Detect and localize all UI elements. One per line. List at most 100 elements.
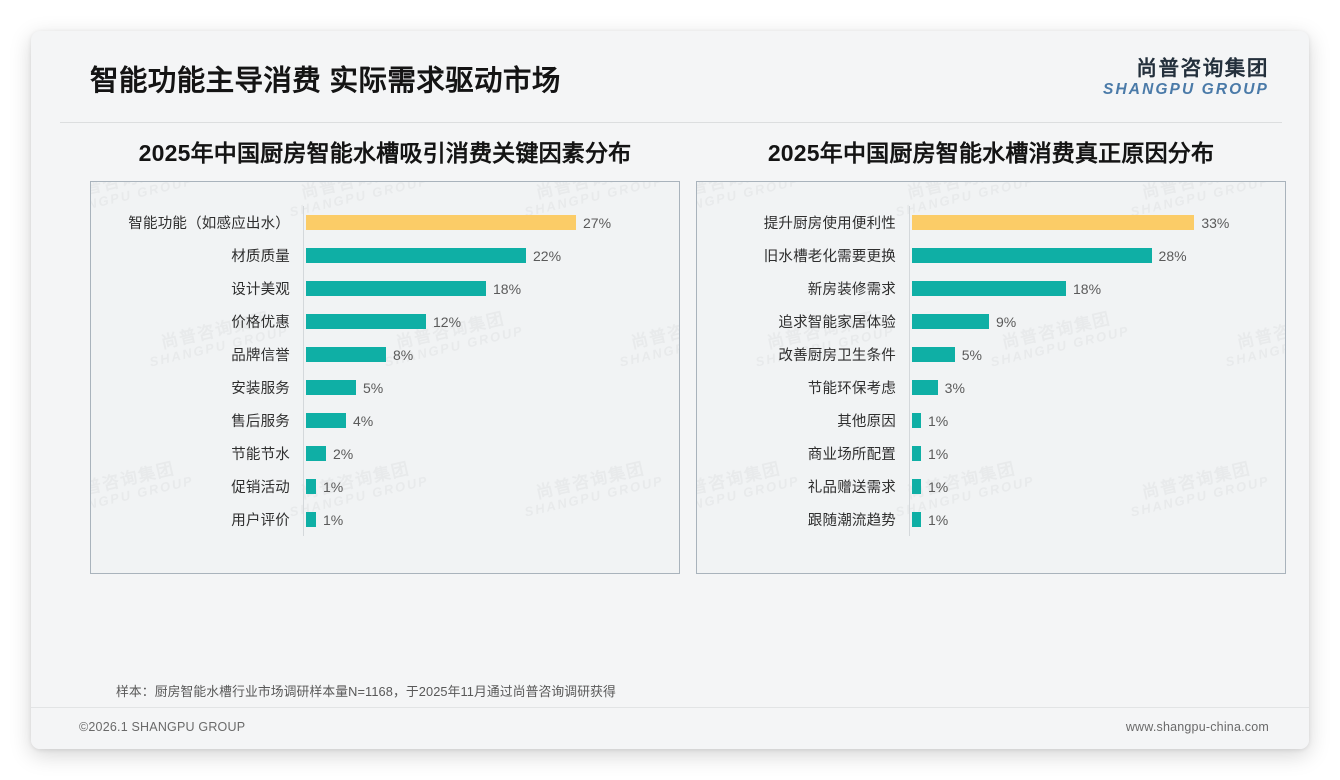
bar-category-label: 材质质量 — [231, 249, 290, 265]
bar[interactable] — [912, 413, 921, 428]
footer-divider — [31, 707, 1309, 708]
bar-value-label: 1% — [323, 511, 344, 528]
bar-category-label: 旧水槽老化需要更换 — [763, 249, 896, 265]
bar-track: 1% — [909, 470, 1285, 503]
slide-footer: ©2026.1 SHANGPU GROUP www.shangpu-china.… — [31, 708, 1309, 749]
bar-category-label: 促销活动 — [231, 480, 290, 496]
bar-row: 改善厨房卫生条件 5% — [697, 338, 1285, 371]
bar-row: 设计美观 18% — [91, 272, 679, 305]
bar-row: 新房装修需求 18% — [697, 272, 1285, 305]
bar-category-label: 商业场所配置 — [807, 447, 896, 463]
bar-track: 1% — [909, 404, 1285, 437]
bar-value-label: 2% — [333, 445, 354, 462]
bar-value-label: 8% — [393, 346, 414, 363]
bar-category-label: 用户评价 — [231, 513, 290, 529]
bar-category-label: 节能节水 — [231, 447, 290, 463]
bar-row: 礼品赠送需求 1% — [697, 470, 1285, 503]
bar-value-label: 1% — [928, 511, 949, 528]
bar-value-label: 18% — [493, 280, 522, 297]
bar-track: 3% — [909, 371, 1285, 404]
bar-track: 5% — [909, 338, 1285, 371]
bar[interactable] — [912, 446, 921, 461]
chart-title-left: 2025年中国厨房智能水槽吸引消费关键因素分布 — [138, 140, 632, 166]
bar-value-label: 22% — [533, 247, 562, 264]
bar[interactable] — [306, 347, 386, 362]
bar-value-label: 18% — [1073, 280, 1102, 297]
bar-value-label: 1% — [928, 412, 949, 429]
bar[interactable] — [912, 248, 1152, 263]
bar-row: 节能环保考虑 3% — [697, 371, 1285, 404]
bar-row: 安装服务 5% — [91, 371, 679, 404]
bar-track: 2% — [303, 437, 679, 470]
bar-value-label: 1% — [928, 445, 949, 462]
bar-track: 1% — [909, 437, 1285, 470]
bar[interactable] — [912, 512, 921, 527]
slide-header: 智能功能主导消费 实际需求驱动市场 尚普咨询集团 SHANGPU GROUP — [31, 31, 1309, 125]
logo-chinese-text: 尚普咨询集团 — [1136, 57, 1269, 80]
bar[interactable] — [306, 479, 316, 494]
bar[interactable] — [912, 347, 955, 362]
bar-value-label: 28% — [1158, 247, 1187, 264]
bar[interactable] — [912, 281, 1066, 296]
bar[interactable] — [306, 314, 426, 329]
bar[interactable] — [306, 512, 316, 527]
bar-value-label: 12% — [433, 313, 462, 330]
bar-value-label: 5% — [961, 346, 982, 363]
slide: 智能功能主导消费 实际需求驱动市场 尚普咨询集团 SHANGPU GROUP 2… — [31, 31, 1309, 749]
bar-track: 8% — [303, 338, 679, 371]
bar-category-label: 售后服务 — [231, 414, 290, 430]
bar-row: 追求智能家居体验 9% — [697, 305, 1285, 338]
bar-category-label: 改善厨房卫生条件 — [778, 348, 896, 364]
bar-row: 智能功能（如感应出水） 27% — [91, 206, 679, 239]
bar-row: 用户评价 1% — [91, 503, 679, 536]
bar-value-label: 27% — [583, 214, 612, 231]
bar-track: 18% — [303, 272, 679, 305]
page-title: 智能功能主导消费 实际需求驱动市场 — [90, 65, 561, 97]
bar[interactable] — [306, 380, 356, 395]
bar[interactable] — [912, 380, 938, 395]
bar-category-label: 节能环保考虑 — [807, 381, 896, 397]
bar[interactable] — [912, 215, 1195, 230]
bar[interactable] — [306, 413, 346, 428]
bar-value-label: 1% — [928, 478, 949, 495]
bar-track: 4% — [303, 404, 679, 437]
bar-value-label: 5% — [363, 379, 384, 396]
bar-row: 提升厨房使用便利性 33% — [697, 206, 1285, 239]
company-logo: 尚普咨询集团 SHANGPU GROUP — [1103, 57, 1269, 98]
bar-value-label: 4% — [353, 412, 374, 429]
bar-track: 28% — [909, 239, 1285, 272]
bar-track: 12% — [303, 305, 679, 338]
bar-row: 节能节水 2% — [91, 437, 679, 470]
bar-value-label: 33% — [1201, 214, 1230, 231]
bar-track: 1% — [303, 503, 679, 536]
bar-category-label: 提升厨房使用便利性 — [763, 216, 896, 232]
bar-row: 售后服务 4% — [91, 404, 679, 437]
bar-track: 22% — [303, 239, 679, 272]
bar-category-label: 新房装修需求 — [807, 282, 896, 298]
bar[interactable] — [306, 248, 526, 263]
logo-english-text: SHANGPU GROUP — [1103, 80, 1269, 98]
bar[interactable] — [912, 314, 989, 329]
bar-row: 其他原因 1% — [697, 404, 1285, 437]
footer-website[interactable]: www.shangpu-china.com — [1125, 720, 1269, 734]
bar-category-label: 品牌信誉 — [231, 348, 290, 364]
sample-footnote: 样本：厨房智能水槽行业市场调研样本量N=1168，于2025年11月通过尚普咨询… — [116, 684, 616, 699]
bar-row: 商业场所配置 1% — [697, 437, 1285, 470]
bar[interactable] — [306, 281, 486, 296]
bar-category-label: 跟随潮流趋势 — [807, 513, 896, 529]
bar-rows-right: 提升厨房使用便利性 33% 旧水槽老化需要更换 28% 新房装修需求 18% 追求智能家居体… — [697, 182, 1285, 536]
bar[interactable] — [306, 215, 576, 230]
bar-track: 18% — [909, 272, 1285, 305]
bar-category-label: 价格优惠 — [231, 315, 290, 331]
bar-category-label: 礼品赠送需求 — [807, 480, 896, 496]
bar-row: 跟随潮流趋势 1% — [697, 503, 1285, 536]
bar[interactable] — [912, 479, 921, 494]
bar-rows-left: 智能功能（如感应出水） 27% 材质质量 22% 设计美观 18% 价格优惠 12% 品牌信誉 8… — [91, 182, 679, 536]
header-divider — [60, 122, 1282, 123]
bar[interactable] — [306, 446, 326, 461]
bar-track: 33% — [909, 206, 1285, 239]
